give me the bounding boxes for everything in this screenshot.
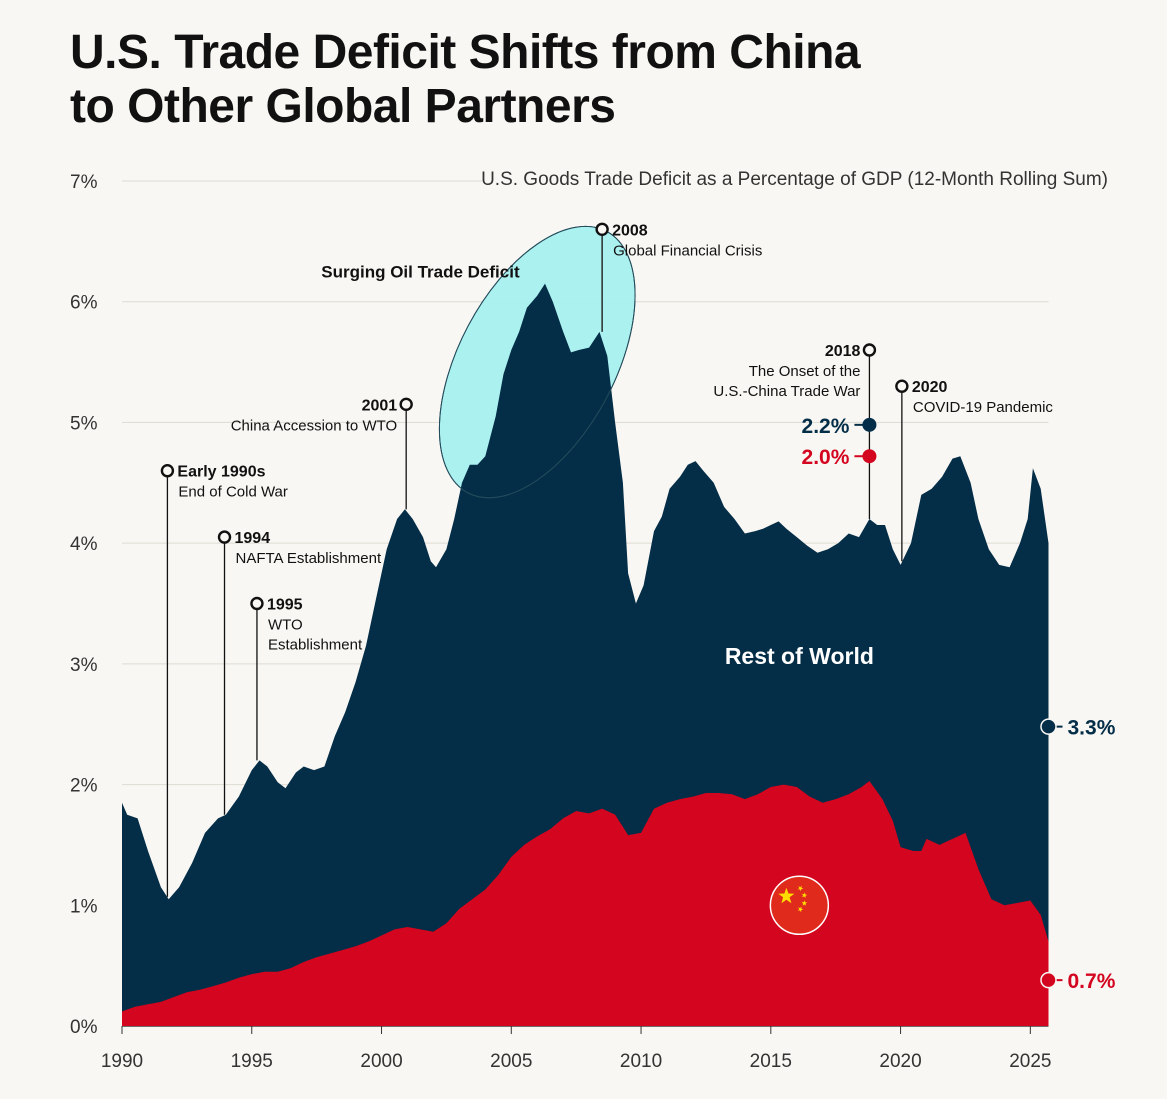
annotation-dot xyxy=(250,596,264,611)
china-area-overlay xyxy=(433,808,642,1026)
y-axis: 0% 1% 2% 3% 4% 5% 6% 7% xyxy=(70,172,98,1038)
chart-title: U.S. Trade Deficit Shifts from China to … xyxy=(70,26,1070,134)
region-label-rest-of-world: Rest of World xyxy=(725,643,874,669)
annotation: 1995 WTO Establishment xyxy=(250,596,363,761)
x-tick-label: 2025 xyxy=(1009,1051,1051,1072)
y-tick-label: 3% xyxy=(70,655,98,676)
annotation-dot xyxy=(895,379,909,393)
y-tick-label: 6% xyxy=(70,293,98,314)
x-tick-label: 1995 xyxy=(231,1051,273,1072)
marker-dot xyxy=(1040,718,1057,735)
annotation-text: WTO xyxy=(268,617,303,634)
flag-big-star xyxy=(778,887,795,904)
x-tick-label: 2010 xyxy=(620,1051,662,1072)
flag-small-star xyxy=(797,885,804,892)
annotation-text: The Onset of the xyxy=(749,363,861,380)
annotation-title: 2008 xyxy=(612,222,648,239)
flag-small-star xyxy=(797,906,804,913)
annotation-text: China Accession to WTO xyxy=(231,417,397,434)
y-tick-label: 2% xyxy=(70,776,98,797)
annotation-text: U.S.-China Trade War xyxy=(713,383,860,400)
marker-label: 2.2% xyxy=(802,415,850,438)
annotation-text: End of Cold War xyxy=(178,484,288,501)
oil-region-label: Surging Oil Trade Deficit xyxy=(321,263,520,282)
value-marker: 2.2% xyxy=(802,415,877,438)
x-axis: 1990 1995 2000 2005 2010 2015 2020 2025 xyxy=(101,1026,1051,1072)
annotation-dot xyxy=(595,222,609,236)
y-tick-label: 5% xyxy=(70,413,98,434)
annotation: 1994 NAFTA Establishment xyxy=(217,530,382,815)
annotation-dot xyxy=(160,464,175,478)
annotation: 2018 The Onset of the U.S.-China Trade War xyxy=(713,343,877,519)
annotation-title: 2020 xyxy=(912,379,948,396)
value-marker: 2.0% xyxy=(802,446,877,469)
subtitle-background xyxy=(482,165,1114,193)
annotation: 2008 Global Financial Crisis xyxy=(595,222,762,332)
title-line-2: to Other Global Partners xyxy=(70,80,616,133)
china-flag-icon xyxy=(769,875,830,936)
flag-small-star xyxy=(801,892,808,898)
marker-dot xyxy=(1040,971,1057,989)
x-tick-label: 2000 xyxy=(360,1051,402,1072)
annotation-text: COVID-19 Pandemic xyxy=(913,399,1054,416)
annotation: Early 1990s End of Cold War xyxy=(160,464,288,897)
annotation-title: 1994 xyxy=(235,530,271,547)
annotation-dot xyxy=(862,343,877,357)
annotation-title: 2018 xyxy=(825,343,861,360)
flag-small-star xyxy=(801,900,808,906)
annotation-text: NAFTA Establishment xyxy=(236,550,382,567)
annotation-title: 2001 xyxy=(362,397,398,414)
annotation-dot xyxy=(399,397,413,412)
marker-label: 3.3% xyxy=(1068,717,1116,740)
chart-subtitle: U.S. Goods Trade Deficit as a Percentage… xyxy=(481,169,1108,190)
marker-dot xyxy=(862,417,877,432)
annotation-dot xyxy=(217,530,232,544)
y-tick-label: 4% xyxy=(70,534,98,555)
x-tick-label: 2015 xyxy=(750,1051,792,1072)
x-tick-label: 1990 xyxy=(101,1051,143,1072)
y-tick-label: 0% xyxy=(70,1017,98,1038)
annotation-title: 1995 xyxy=(267,597,303,614)
marker-dot xyxy=(862,449,877,464)
y-tick-label: 1% xyxy=(70,896,98,917)
flag-circle xyxy=(769,875,830,936)
marker-label: 0.7% xyxy=(1068,970,1116,993)
annotation: 2020 COVID-19 Pandemic xyxy=(895,379,1054,562)
annotations: Early 1990s End of Cold War 1994 NAFTA Esta… xyxy=(160,222,1054,897)
annotation: 2001 China Accession to WTO xyxy=(231,397,413,510)
title-line-1: U.S. Trade Deficit Shifts from China xyxy=(70,26,861,79)
annotation-text: Global Financial Crisis xyxy=(613,242,762,259)
end-markers: 2.2% 2.0% 3.3% 0.7% xyxy=(802,415,1116,993)
annotation-title: Early 1990s xyxy=(177,464,265,481)
value-marker: 3.3% xyxy=(1040,717,1116,740)
annotation-text: Establishment xyxy=(268,637,363,654)
marker-label: 2.0% xyxy=(802,446,850,469)
y-tick-label: 7% xyxy=(70,172,98,193)
value-marker: 0.7% xyxy=(1040,970,1116,993)
x-tick-label: 2020 xyxy=(879,1051,921,1072)
x-tick-label: 2005 xyxy=(490,1051,532,1072)
